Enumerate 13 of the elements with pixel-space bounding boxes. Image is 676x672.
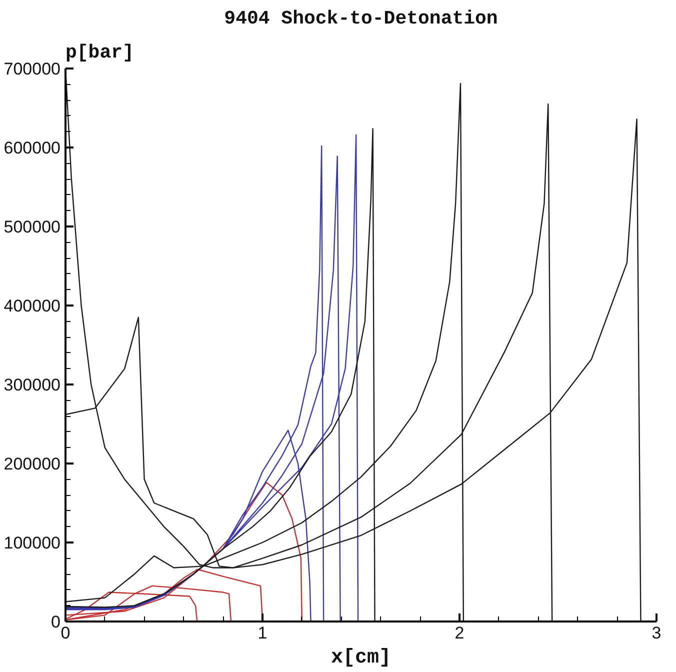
x-tick-label: 3 xyxy=(652,624,662,642)
y-tick-label: 500000 xyxy=(4,218,61,236)
y-tick-label: 300000 xyxy=(4,376,61,394)
y-tick-label: 100000 xyxy=(4,534,61,552)
y-tick-label: 400000 xyxy=(4,296,61,316)
x-tick-label: 2 xyxy=(454,624,464,642)
y-tick-label: 700000 xyxy=(4,60,61,78)
y-tick-label: 200000 xyxy=(4,454,61,474)
y-axis-title: p[bar] xyxy=(66,42,134,64)
x-axis-title: x[cm] xyxy=(330,646,392,670)
chart-title: 9404 Shock-to-Detonation xyxy=(224,8,498,30)
x-tick-label: 1 xyxy=(258,624,268,642)
y-tick-label: 600000 xyxy=(4,138,61,158)
